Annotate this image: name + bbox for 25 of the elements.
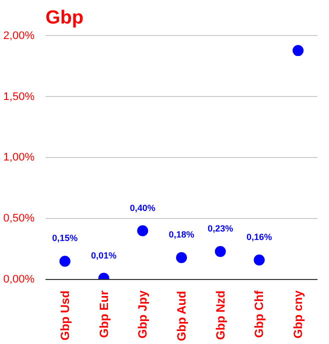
y-tick-label: 1,00% [3,152,35,164]
point [137,225,148,236]
x-tick-label: Gbp Jpy [136,290,150,339]
point [292,45,304,56]
data-label: 0,15% [52,233,78,244]
point [59,256,70,267]
y-tick-label: 0,50% [3,212,35,225]
y-tick-label: 0,00% [3,274,35,286]
x-tick-label: Gbp Nzd [213,290,228,340]
data-label: 0,23% [208,223,234,234]
x-tick-label: Gbp Aud [174,290,188,342]
x-tick-label: Gbp Eur [96,290,111,338]
data-label: 0,18% [168,230,194,240]
point [214,246,226,257]
data-label: 0,16% [246,232,272,242]
y-tick-label: 1,50% [3,90,35,103]
y-tick-label: 2,00% [3,30,35,42]
x-tick-label: Gbp Usd [58,290,72,340]
x-tick-label: Gbp cny [291,290,306,339]
data-label: 0,40% [130,202,156,213]
chart-title: Gbp [46,8,84,28]
point [254,254,265,266]
point [176,252,187,264]
x-tick-label: Gbp Chf [252,289,266,338]
data-label: 0,01% [91,250,117,260]
